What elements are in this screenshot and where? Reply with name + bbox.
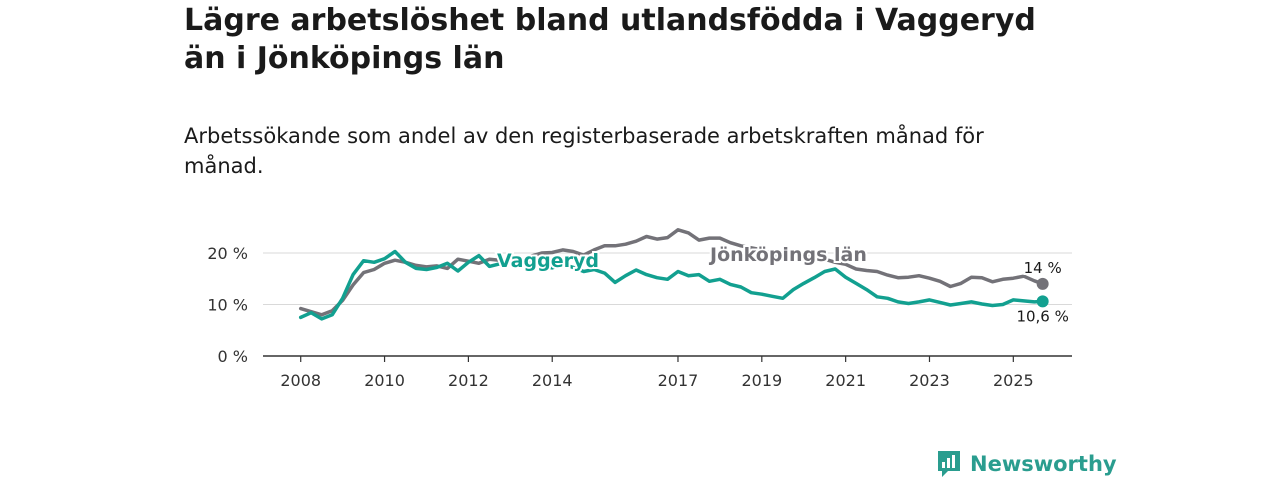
series-line-jonkopings-lan (298, 228, 1045, 317)
series-line-vaggeryd (298, 249, 1045, 321)
x-tick-label: 2021 (825, 371, 866, 390)
x-tick-label: 2019 (741, 371, 782, 390)
newsworthy-logo-icon (938, 451, 960, 477)
x-tick-label: 2014 (532, 371, 573, 390)
brand-name: Newsworthy (970, 452, 1117, 476)
brand-logo: Newsworthy (936, 448, 1117, 480)
x-tick-label: 2012 (448, 371, 489, 390)
x-tick-label: 2008 (280, 371, 321, 390)
x-tick-label: 2025 (993, 371, 1034, 390)
end-point-jonkopings-lan (1036, 277, 1049, 290)
end-value-label-vaggeryd: 10,6 % (1016, 307, 1068, 325)
x-tick-label: 2017 (658, 371, 699, 390)
end-point-vaggeryd (1036, 295, 1049, 308)
y-tick-label: 10 % (207, 296, 248, 315)
y-tick-label: 0 % (218, 347, 248, 366)
x-axis-labels: 2008 2010 2012 2014 2017 2019 2021 2023 2025 (280, 371, 1033, 390)
x-tick-label: 2010 (364, 371, 405, 390)
chart-title: Lägre arbetslöshet bland utlandsfödda i … (184, 3, 1036, 76)
series-label-vaggeryd: Vaggeryd (497, 250, 599, 272)
y-axis-labels: 0 % 10 % 20 % (207, 244, 248, 366)
end-value-label-jonkopings-lan: 14 % (1024, 259, 1062, 277)
chart-subtitle: Arbetssökande som andel av den registerb… (184, 124, 984, 178)
series-lines (298, 228, 1049, 321)
y-tick-label: 20 % (207, 244, 248, 263)
x-tick-label: 2023 (909, 371, 950, 390)
series-label-jonkopings-lan: Jönköpings län (708, 244, 867, 266)
x-axis (263, 355, 1072, 362)
